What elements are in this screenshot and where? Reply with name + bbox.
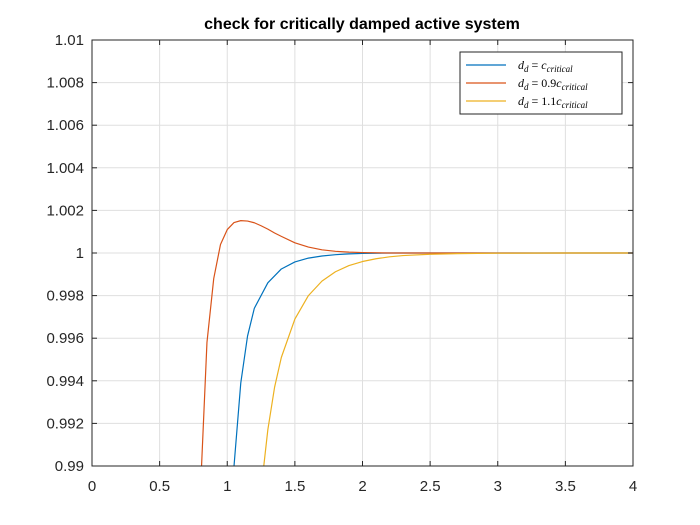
series-line-3 [263,252,633,466]
x-tick-label: 0 [88,478,96,495]
y-tick-label: 0.996 [46,330,84,347]
legend-label-2: dd = 0.9ccritical [518,76,588,92]
tick-labels: 0 0.5 1 1.5 2 2.5 3 3.5 4 0.99 0.992 0.994 0.996 0.99… [46,32,637,495]
x-tick-label: 3 [494,478,502,495]
axes [91,39,634,467]
series-line-2 [200,220,633,466]
legend-label-1: dd = ccritical [518,58,573,74]
x-tick-label: 3.5 [555,478,576,495]
x-tick-label: 2 [358,478,366,495]
y-tick-label: 1 [76,245,84,262]
legend: dd = ccritical dd = 0.9ccritical dd = 1.1c… [459,51,623,115]
y-tick-label: 1.004 [46,160,84,177]
legend-label-3: dd = 1.1ccritical [518,94,588,110]
y-tick-label: 0.994 [46,373,84,390]
x-tick-label: 4 [629,478,637,495]
y-tick-label: 0.992 [46,415,84,432]
x-tick-label: 1 [223,478,231,495]
chart-title: check for critically damped active syste… [204,16,520,33]
y-tick-label: 1.006 [46,117,84,134]
x-tick-label: 0.5 [149,478,170,495]
x-tick-label: 1.5 [284,478,305,495]
y-tick-label: 0.99 [55,458,84,475]
y-tick-label: 1.01 [55,32,84,49]
y-tick-label: 1.002 [46,202,84,219]
y-tick-label: 1.008 [46,75,84,92]
series-layer [200,220,633,466]
y-tick-label: 0.998 [46,288,84,305]
x-tick-label: 2.5 [420,478,441,495]
